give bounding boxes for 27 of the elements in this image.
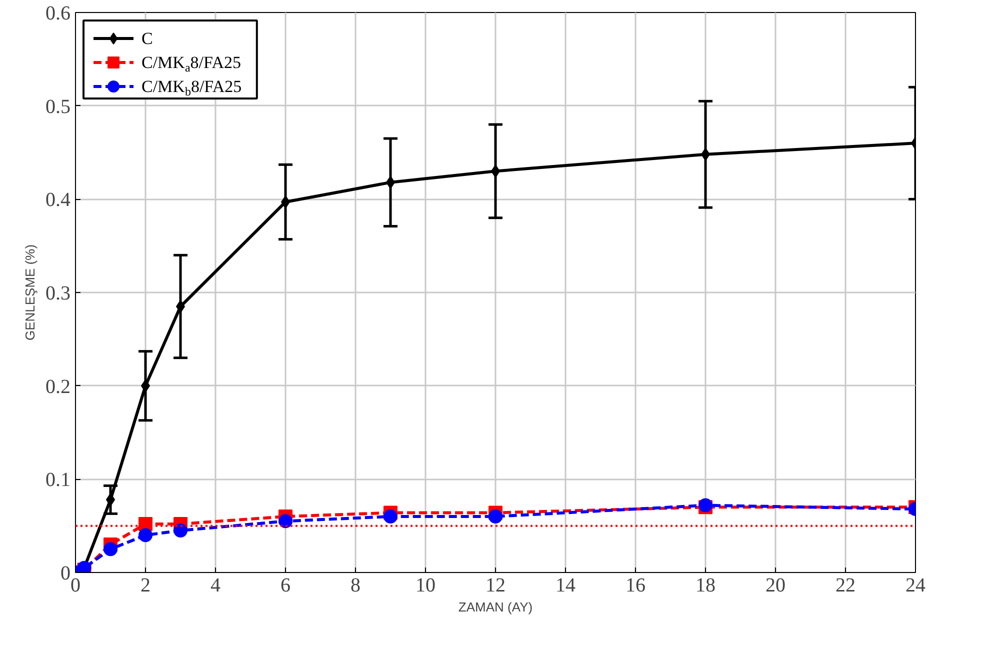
y-tick-label: 0.3 xyxy=(46,282,70,304)
x-tick-label: 4 xyxy=(210,574,220,596)
x-tick-label: 14 xyxy=(556,574,576,596)
y-tick-label: 0.6 xyxy=(46,2,70,24)
x-tick-label: 18 xyxy=(696,574,716,596)
x-tick-label: 12 xyxy=(486,574,506,596)
x-tick-label: 8 xyxy=(350,574,360,596)
x-tick-label: 20 xyxy=(766,574,786,596)
y-axis-title: GENLEŞME (%) xyxy=(22,244,38,341)
point xyxy=(384,510,398,524)
y-tick-label: 0.1 xyxy=(46,469,70,492)
x-tick-label: 22 xyxy=(836,574,856,596)
point xyxy=(104,542,118,556)
legend-label: C xyxy=(142,29,153,48)
y-tick-label: 0.2 xyxy=(46,376,70,398)
x-tick-label: 2 xyxy=(140,574,150,596)
point xyxy=(488,510,502,524)
point xyxy=(138,528,152,542)
y-tick-label: 0.4 xyxy=(46,189,70,212)
x-tick-label: 16 xyxy=(626,574,646,596)
y-tick-label: 0.5 xyxy=(46,96,70,118)
x-tick-label: 6 xyxy=(280,574,290,596)
x-tick-label: 10 xyxy=(416,574,436,596)
x-tick-label: 24 xyxy=(906,574,926,596)
point xyxy=(174,524,188,538)
point xyxy=(278,514,292,528)
x-axis-title: ZAMAN (AY) xyxy=(458,600,533,614)
